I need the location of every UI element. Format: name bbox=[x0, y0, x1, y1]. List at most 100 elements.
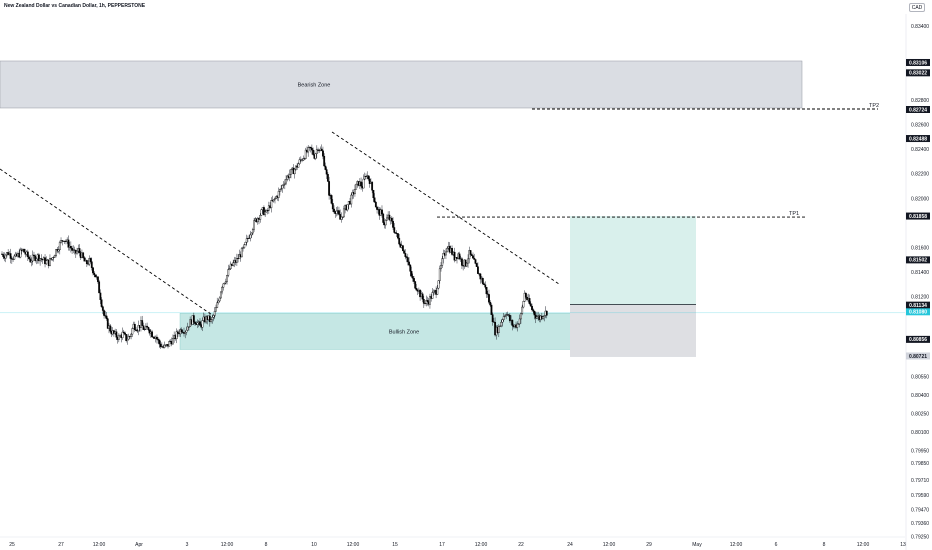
candle-body bbox=[221, 286, 224, 293]
candle-body bbox=[23, 248, 26, 253]
tp1-label: TP1 bbox=[789, 211, 799, 217]
candle-body bbox=[429, 296, 431, 305]
candle-body bbox=[208, 315, 211, 322]
candle-body bbox=[124, 332, 126, 335]
candle-body bbox=[45, 260, 48, 265]
lines-layer bbox=[0, 108, 905, 318]
x-axis: 25 27 12:00 Apr 3 12:00 8 10 12:00 15 17 12:00 22 24 1… bbox=[0, 536, 906, 548]
candle-body bbox=[502, 316, 505, 320]
candle-body bbox=[404, 253, 407, 257]
price-tag-label: 0.81858 bbox=[909, 214, 927, 220]
candle-body bbox=[393, 227, 396, 233]
candle-body bbox=[217, 300, 220, 303]
candle-body bbox=[223, 282, 226, 285]
x-tick-label: May bbox=[692, 542, 702, 548]
candle-body bbox=[243, 244, 246, 248]
candle-body bbox=[100, 299, 103, 307]
candle-body bbox=[421, 293, 424, 300]
y-tick-label: 0.82000 bbox=[911, 196, 929, 202]
candle-body bbox=[438, 268, 441, 281]
y-tick-label: 0.82800 bbox=[911, 98, 929, 104]
candle-body bbox=[89, 258, 92, 262]
candle-body bbox=[499, 325, 501, 327]
candle-body bbox=[322, 150, 324, 157]
candle-body bbox=[398, 237, 401, 245]
y-tick-label: 0.79470 bbox=[911, 508, 929, 514]
candle-body bbox=[335, 210, 338, 214]
downtrend-line-2 bbox=[331, 131, 560, 285]
candle-body bbox=[133, 323, 136, 331]
candle-body bbox=[242, 247, 244, 249]
candle-body bbox=[10, 258, 13, 260]
candle-body bbox=[504, 315, 506, 317]
candle-body bbox=[484, 284, 487, 288]
candle-body bbox=[212, 315, 215, 318]
candle-body bbox=[186, 326, 189, 331]
x-tick-label: 10 bbox=[311, 542, 317, 548]
currency-badge[interactable]: CAD bbox=[909, 3, 925, 12]
candle-body bbox=[317, 149, 319, 151]
price-tag-label: 0.82488 bbox=[909, 136, 927, 142]
candle-body bbox=[326, 174, 329, 182]
candle-body bbox=[215, 307, 217, 312]
candle-body bbox=[437, 280, 440, 289]
y-tick-label: 0.81200 bbox=[911, 295, 929, 301]
candle-body bbox=[521, 306, 524, 314]
x-tick-label: 15 bbox=[392, 542, 398, 548]
candle-body bbox=[533, 310, 536, 316]
candle-body bbox=[90, 261, 93, 268]
candle-body bbox=[122, 331, 125, 334]
x-tick-label: 12:00 bbox=[603, 542, 616, 548]
x-tick-label: 22 bbox=[518, 542, 524, 548]
candle-body bbox=[78, 248, 81, 253]
candle-body bbox=[411, 276, 414, 279]
candle-body bbox=[151, 331, 153, 338]
x-tick-label: 8 bbox=[265, 542, 268, 548]
candle-body bbox=[536, 316, 538, 319]
candle-body bbox=[415, 288, 418, 291]
candle-body bbox=[245, 238, 248, 243]
candle-body bbox=[522, 301, 525, 308]
candle-body bbox=[121, 331, 124, 339]
candle-body bbox=[228, 268, 231, 270]
candle-body bbox=[4, 254, 7, 259]
candle-body bbox=[263, 207, 265, 216]
candle-body bbox=[524, 292, 527, 298]
candle-body bbox=[528, 298, 531, 304]
candle-body bbox=[297, 163, 300, 168]
tp2-label: TP2 bbox=[869, 103, 879, 109]
candle-body bbox=[422, 299, 425, 304]
candle-body bbox=[441, 258, 444, 266]
candle-body bbox=[194, 321, 196, 324]
candle-body bbox=[473, 257, 476, 260]
candle-body bbox=[511, 319, 514, 326]
price-tag-label: 0.83106 bbox=[909, 60, 927, 66]
candle-body bbox=[232, 262, 235, 266]
candle-body bbox=[285, 179, 287, 184]
candle-body bbox=[390, 217, 393, 222]
candle-body bbox=[432, 290, 435, 293]
candle-body bbox=[131, 328, 134, 335]
candle-body bbox=[324, 165, 327, 170]
candle-body bbox=[82, 252, 85, 258]
y-tick-label: 0.79360 bbox=[911, 521, 929, 527]
candle-body bbox=[158, 339, 161, 345]
candle-body bbox=[85, 260, 88, 265]
candle-body bbox=[461, 258, 463, 266]
price-tag bbox=[906, 352, 930, 360]
candle-body bbox=[531, 305, 533, 310]
candle-body bbox=[142, 325, 145, 330]
candle-body bbox=[363, 176, 366, 180]
x-tick-label: Apr bbox=[135, 542, 143, 548]
price-tag-label: 0.82724 bbox=[909, 107, 927, 113]
candle-body bbox=[224, 281, 227, 284]
y-tick-label: 0.79250 bbox=[911, 535, 929, 541]
candle-body bbox=[256, 218, 259, 223]
candle-body bbox=[483, 283, 485, 286]
candle-body bbox=[144, 325, 147, 330]
candle-body bbox=[147, 327, 150, 330]
candle-body bbox=[253, 220, 255, 230]
candles-layer bbox=[1, 144, 548, 349]
candle-body bbox=[401, 245, 404, 251]
